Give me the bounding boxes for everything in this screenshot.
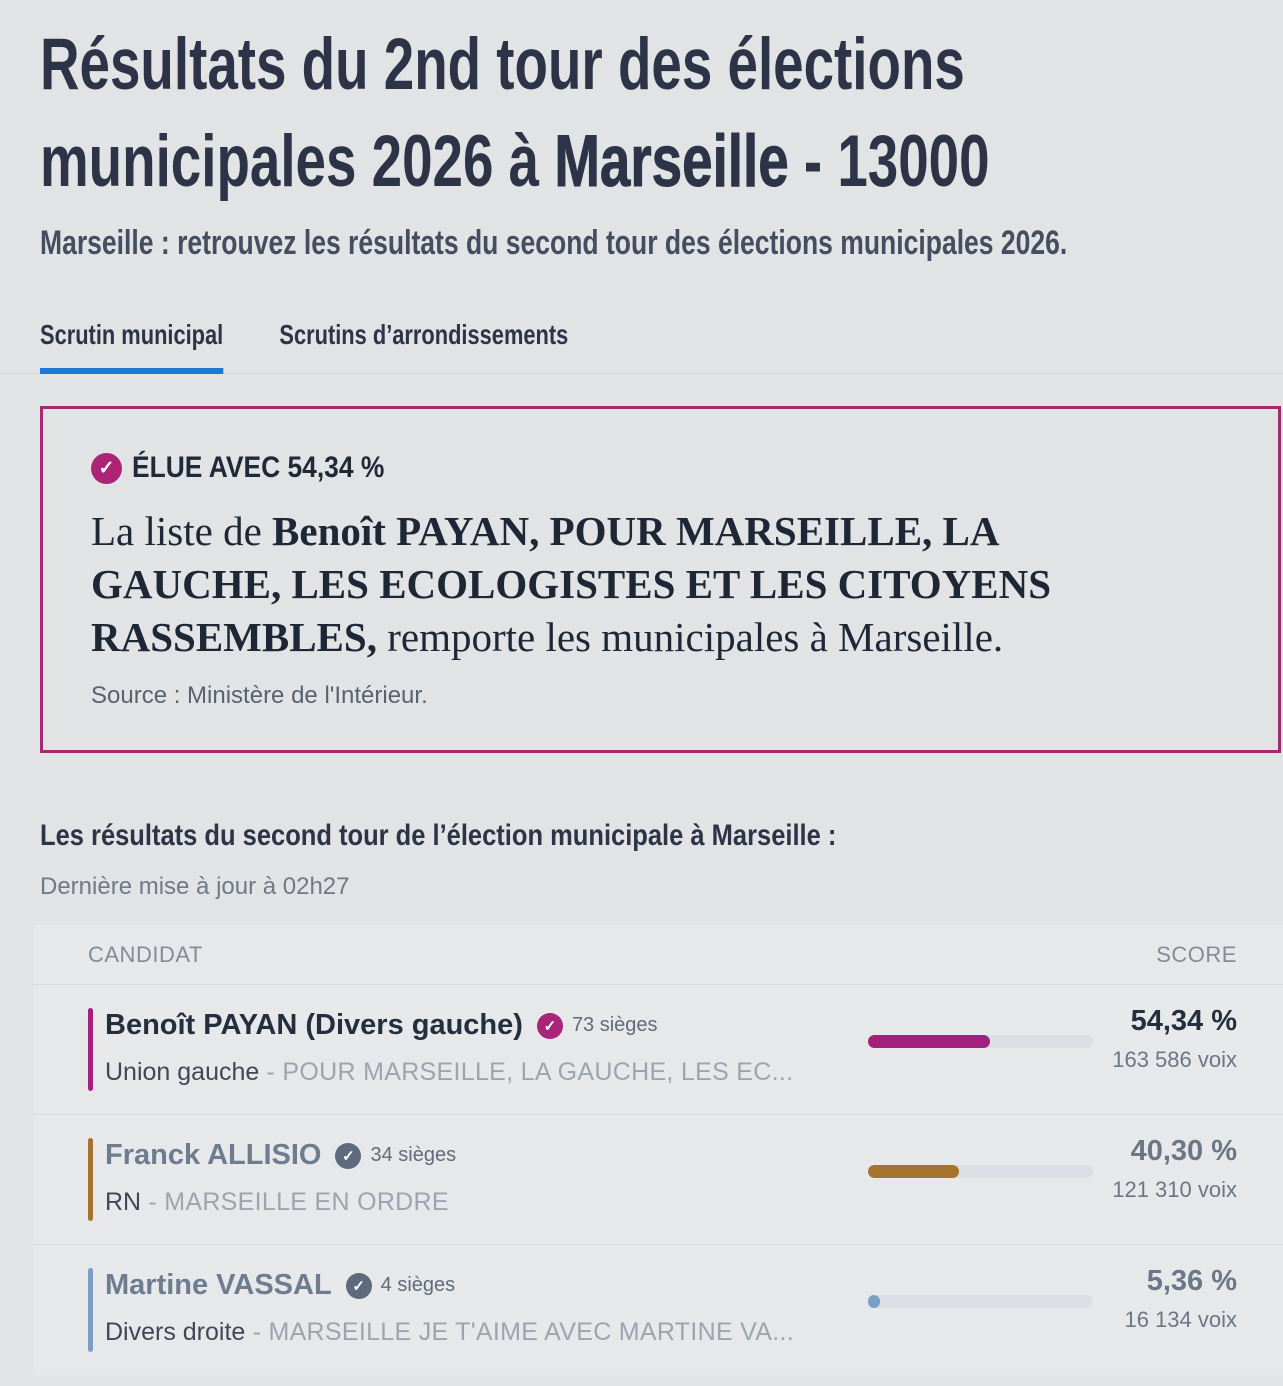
elected-badge-label: ÉLUE AVEC 54,34 % (132, 451, 385, 484)
tab-scrutins-arrondissements[interactable]: Scrutins d’arrondissements (279, 319, 568, 373)
page-title-city: Marseille (554, 121, 789, 203)
elected-check-icon: ✓ (91, 452, 122, 484)
score-percent: 54,34 % (1130, 1005, 1237, 1037)
column-header-score: SCORE (1156, 941, 1237, 967)
score-votes: 163 586 voix (1112, 1047, 1237, 1072)
results-table: CANDIDAT SCORE Benoît PAYAN (Divers gauc… (33, 925, 1283, 1375)
column-header-candidate: CANDIDAT (88, 941, 203, 967)
row-accent-bar (88, 1268, 93, 1352)
page-title-part1: Résultats du 2nd tour des élections muni… (40, 24, 965, 202)
last-update: Dernière mise à jour à 02h27 (40, 873, 350, 900)
candidate-name: Martine VASSAL (105, 1269, 332, 1301)
score-bar-track (868, 1035, 1093, 1048)
tab-scrutin-municipal[interactable]: Scrutin municipal (40, 319, 224, 374)
table-row: Franck ALLISIO ✓ 34 sièges RN - MARSEILL… (33, 1115, 1283, 1245)
party-label: Divers droite (105, 1318, 246, 1346)
winner-sentence-list-name: Benoît PAYAN, POUR MARSEILLE, LA GAUCHE,… (91, 508, 1052, 660)
candidate-name: Franck ALLISIO (105, 1139, 322, 1171)
seats-count: 4 sièges (380, 1274, 456, 1296)
party-label: Union gauche (105, 1058, 260, 1086)
list-name: - POUR MARSEILLE, LA GAUCHE, LES EC... (259, 1058, 794, 1086)
table-row: Martine VASSAL ✓ 4 sièges Divers droite … (33, 1245, 1283, 1375)
winner-sentence-prefix: La liste de (91, 508, 273, 554)
list-name: - MARSEILLE EN ORDRE (141, 1188, 449, 1216)
row-accent-bar (88, 1138, 93, 1221)
table-row: Benoît PAYAN (Divers gauche) ✓ 73 sièges… (33, 985, 1283, 1115)
page-title: Résultats du 2nd tour des élections muni… (40, 0, 1240, 210)
page-title-part2: - 13000 (788, 121, 990, 202)
seats-count: 34 sièges (370, 1144, 457, 1166)
elected-badge: ✓ ÉLUE AVEC 54,34 % (91, 451, 1230, 485)
tab-bar: Scrutin municipal Scrutins d’arrondissem… (0, 319, 1283, 374)
score-bar-fill (868, 1295, 881, 1308)
score-bar-fill (868, 1035, 991, 1048)
list-name: - MARSEILLE JE T'AIME AVEC MARTINE VA... (245, 1318, 795, 1346)
seats-check-icon: ✓ (536, 1012, 563, 1039)
seats-check-icon: ✓ (345, 1272, 372, 1299)
results-table-header: CANDIDAT SCORE (33, 925, 1283, 985)
tab-scrutin-municipal-label: Scrutin municipal (40, 319, 224, 350)
row-accent-bar (88, 1008, 93, 1091)
source-line: Source : Ministère de l'Intérieur. (91, 682, 428, 709)
score-bar-fill (868, 1165, 959, 1178)
seats-count: 73 sièges (571, 1014, 658, 1036)
party-label: RN (105, 1188, 142, 1216)
score-bar-track (868, 1165, 1093, 1178)
score-votes: 121 310 voix (1112, 1177, 1237, 1202)
score-bar-track (868, 1295, 1093, 1308)
winner-announcement-box: ✓ ÉLUE AVEC 54,34 % La liste de Benoît P… (40, 406, 1281, 753)
winner-sentence: La liste de Benoît PAYAN, POUR MARSEILLE… (91, 505, 1166, 664)
page-subtitle: Marseille : retrouvez les résultats du s… (40, 224, 1068, 262)
score-percent: 40,30 % (1130, 1135, 1237, 1167)
tab-scrutins-arrondissements-label: Scrutins d’arrondissements (279, 319, 569, 350)
seats-check-icon: ✓ (335, 1142, 362, 1169)
score-votes: 16 134 voix (1124, 1307, 1237, 1332)
candidate-name: Benoît PAYAN (Divers gauche) (105, 1009, 523, 1041)
winner-sentence-suffix: remporte les municipales à Marseille. (376, 614, 1004, 660)
score-percent: 5,36 % (1146, 1265, 1237, 1297)
results-heading: Les résultats du second tour de l’électi… (40, 819, 837, 852)
